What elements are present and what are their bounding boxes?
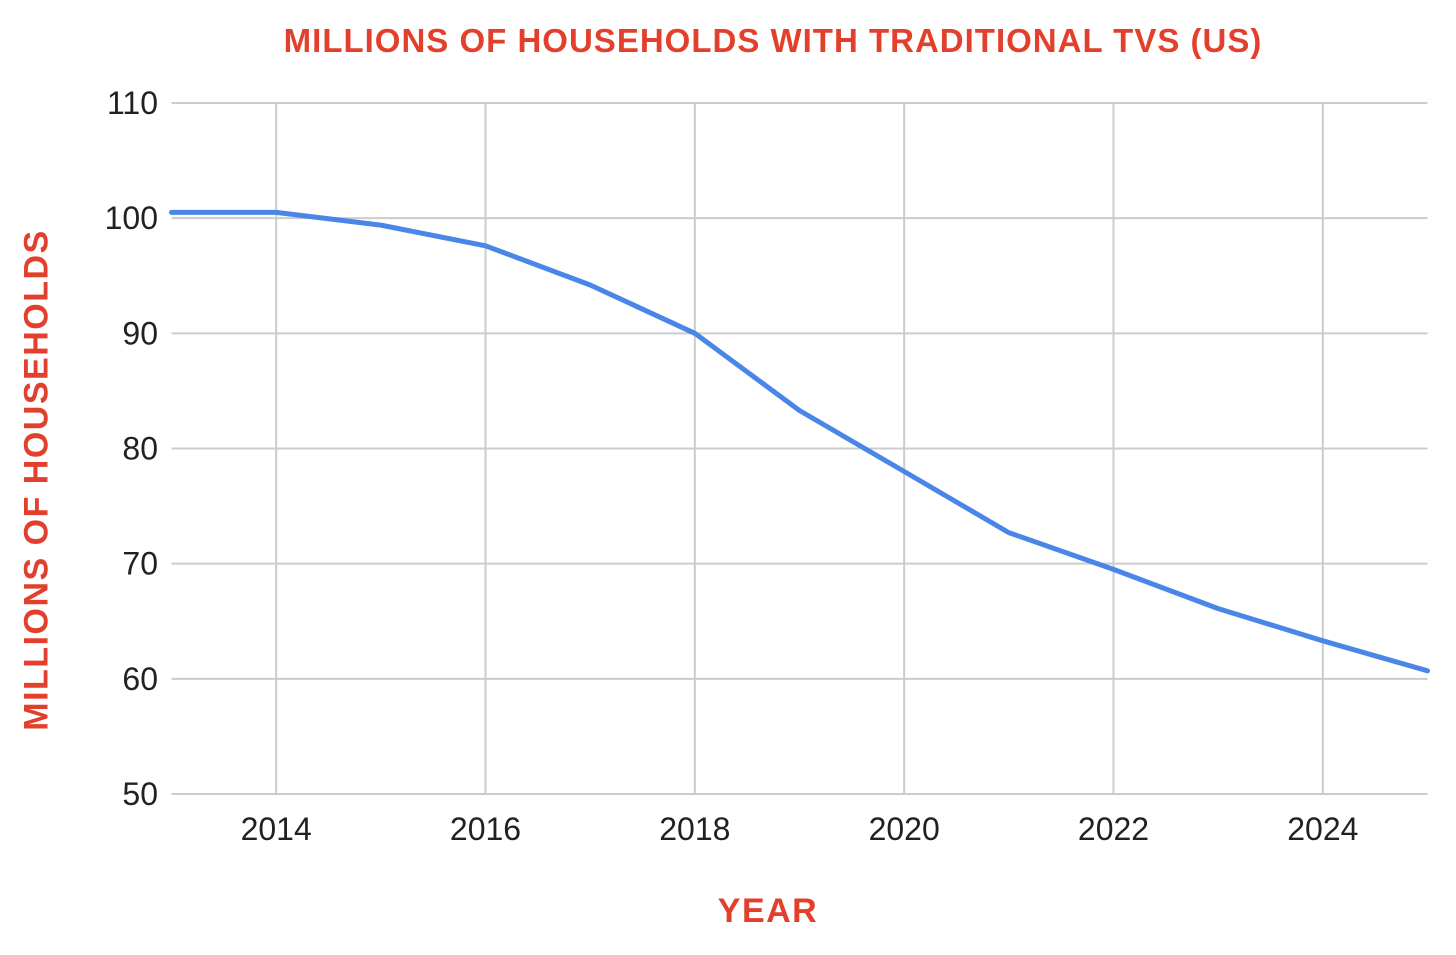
x-tick-label: 2016 <box>450 811 521 847</box>
data-line <box>169 209 1430 674</box>
x-tick-label: 2020 <box>869 811 940 847</box>
y-tick-label: 50 <box>122 776 158 812</box>
y-tick-label: 60 <box>122 661 158 697</box>
x-tick-label: 2022 <box>1078 811 1149 847</box>
chart-title: MILLIONS OF HOUSEHOLDS WITH TRADITIONAL … <box>283 22 1263 59</box>
y-tick-label: 90 <box>122 315 158 351</box>
x-tick-label: 2014 <box>241 811 312 847</box>
y-tick-label: 110 <box>107 85 158 121</box>
x-tick-label: 2024 <box>1287 811 1358 847</box>
x-tick-label: 2018 <box>659 811 730 847</box>
y-tick-label: 100 <box>105 200 158 236</box>
y-tick-label: 80 <box>122 431 158 467</box>
x-axis-title: YEAR <box>717 892 819 930</box>
y-tick-label: 70 <box>122 546 158 582</box>
